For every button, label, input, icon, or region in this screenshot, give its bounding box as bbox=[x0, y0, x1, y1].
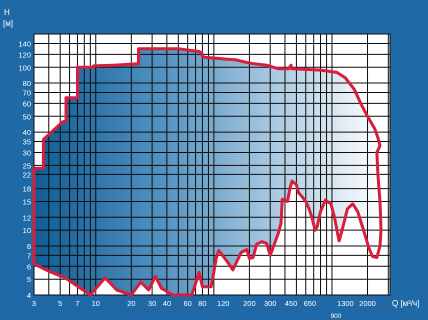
y-tick-label: 40 bbox=[23, 128, 31, 137]
y-tick-label: 10 bbox=[23, 226, 31, 235]
y-axis-label-line1: H bbox=[4, 8, 10, 17]
x-tick-label: 40 bbox=[163, 299, 171, 308]
y-tick-label: 8 bbox=[27, 242, 31, 251]
y-tick-label: 6 bbox=[27, 262, 31, 271]
x-tick-label: 20 bbox=[127, 299, 135, 308]
y-tick-label: 12 bbox=[23, 213, 31, 222]
envelope-fill bbox=[34, 48, 381, 296]
y-tick-label: 35 bbox=[23, 138, 31, 147]
x-tick-label: 7 bbox=[75, 299, 79, 308]
y-axis-label-line2: [м] bbox=[3, 19, 13, 28]
x-tick-label: 300 bbox=[264, 299, 277, 308]
y-tick-label: 100 bbox=[18, 63, 31, 72]
x-tick-label: 1300 bbox=[337, 299, 354, 308]
x-tick-label: 200 bbox=[243, 299, 256, 308]
y-tick-label: 7 bbox=[27, 251, 31, 260]
y-tick-label: 22 bbox=[23, 170, 31, 179]
envelope-outline bbox=[32, 47, 383, 297]
x-tick-label: 80 bbox=[198, 299, 206, 308]
envelope-outline-layer bbox=[32, 47, 383, 297]
envelope-fill-layer bbox=[34, 48, 381, 296]
y-tick-label: 18 bbox=[23, 185, 31, 194]
x-tick-label: 60 bbox=[184, 299, 192, 308]
x-tick-label: 30 bbox=[148, 299, 156, 308]
y-tick-label: 4 bbox=[27, 291, 31, 300]
y-tick-label: 60 bbox=[23, 99, 31, 108]
x-tick-label-extra: 900 bbox=[331, 313, 342, 320]
y-tick-label: 50 bbox=[23, 112, 31, 121]
x-tick-labels: 3 5 7 10 20 30 40 60 80 120 200 300 450 650 1300 2000 bbox=[32, 299, 376, 308]
x-tick-label: 5 bbox=[58, 299, 62, 308]
x-axis-label: Q [м³/ч] bbox=[392, 299, 419, 308]
y-tick-label: 140 bbox=[18, 39, 31, 48]
y-tick-label: 25 bbox=[23, 161, 31, 170]
x-tick-label: 3 bbox=[32, 299, 36, 308]
x-tick-label: 120 bbox=[217, 299, 230, 308]
plot-border bbox=[33, 33, 391, 296]
x-tick-label: 450 bbox=[285, 299, 298, 308]
x-tick-label: 10 bbox=[92, 299, 100, 308]
y-tick-label: 120 bbox=[18, 50, 31, 59]
y-tick-label: 15 bbox=[23, 198, 31, 207]
y-tick-label: 70 bbox=[23, 89, 31, 98]
y-tick-label: 5 bbox=[27, 275, 31, 284]
y-tick-label: 30 bbox=[23, 148, 31, 157]
x-tick-label: 650 bbox=[304, 299, 317, 308]
y-tick-label: 80 bbox=[23, 79, 31, 88]
x-tick-label: 2000 bbox=[359, 299, 376, 308]
